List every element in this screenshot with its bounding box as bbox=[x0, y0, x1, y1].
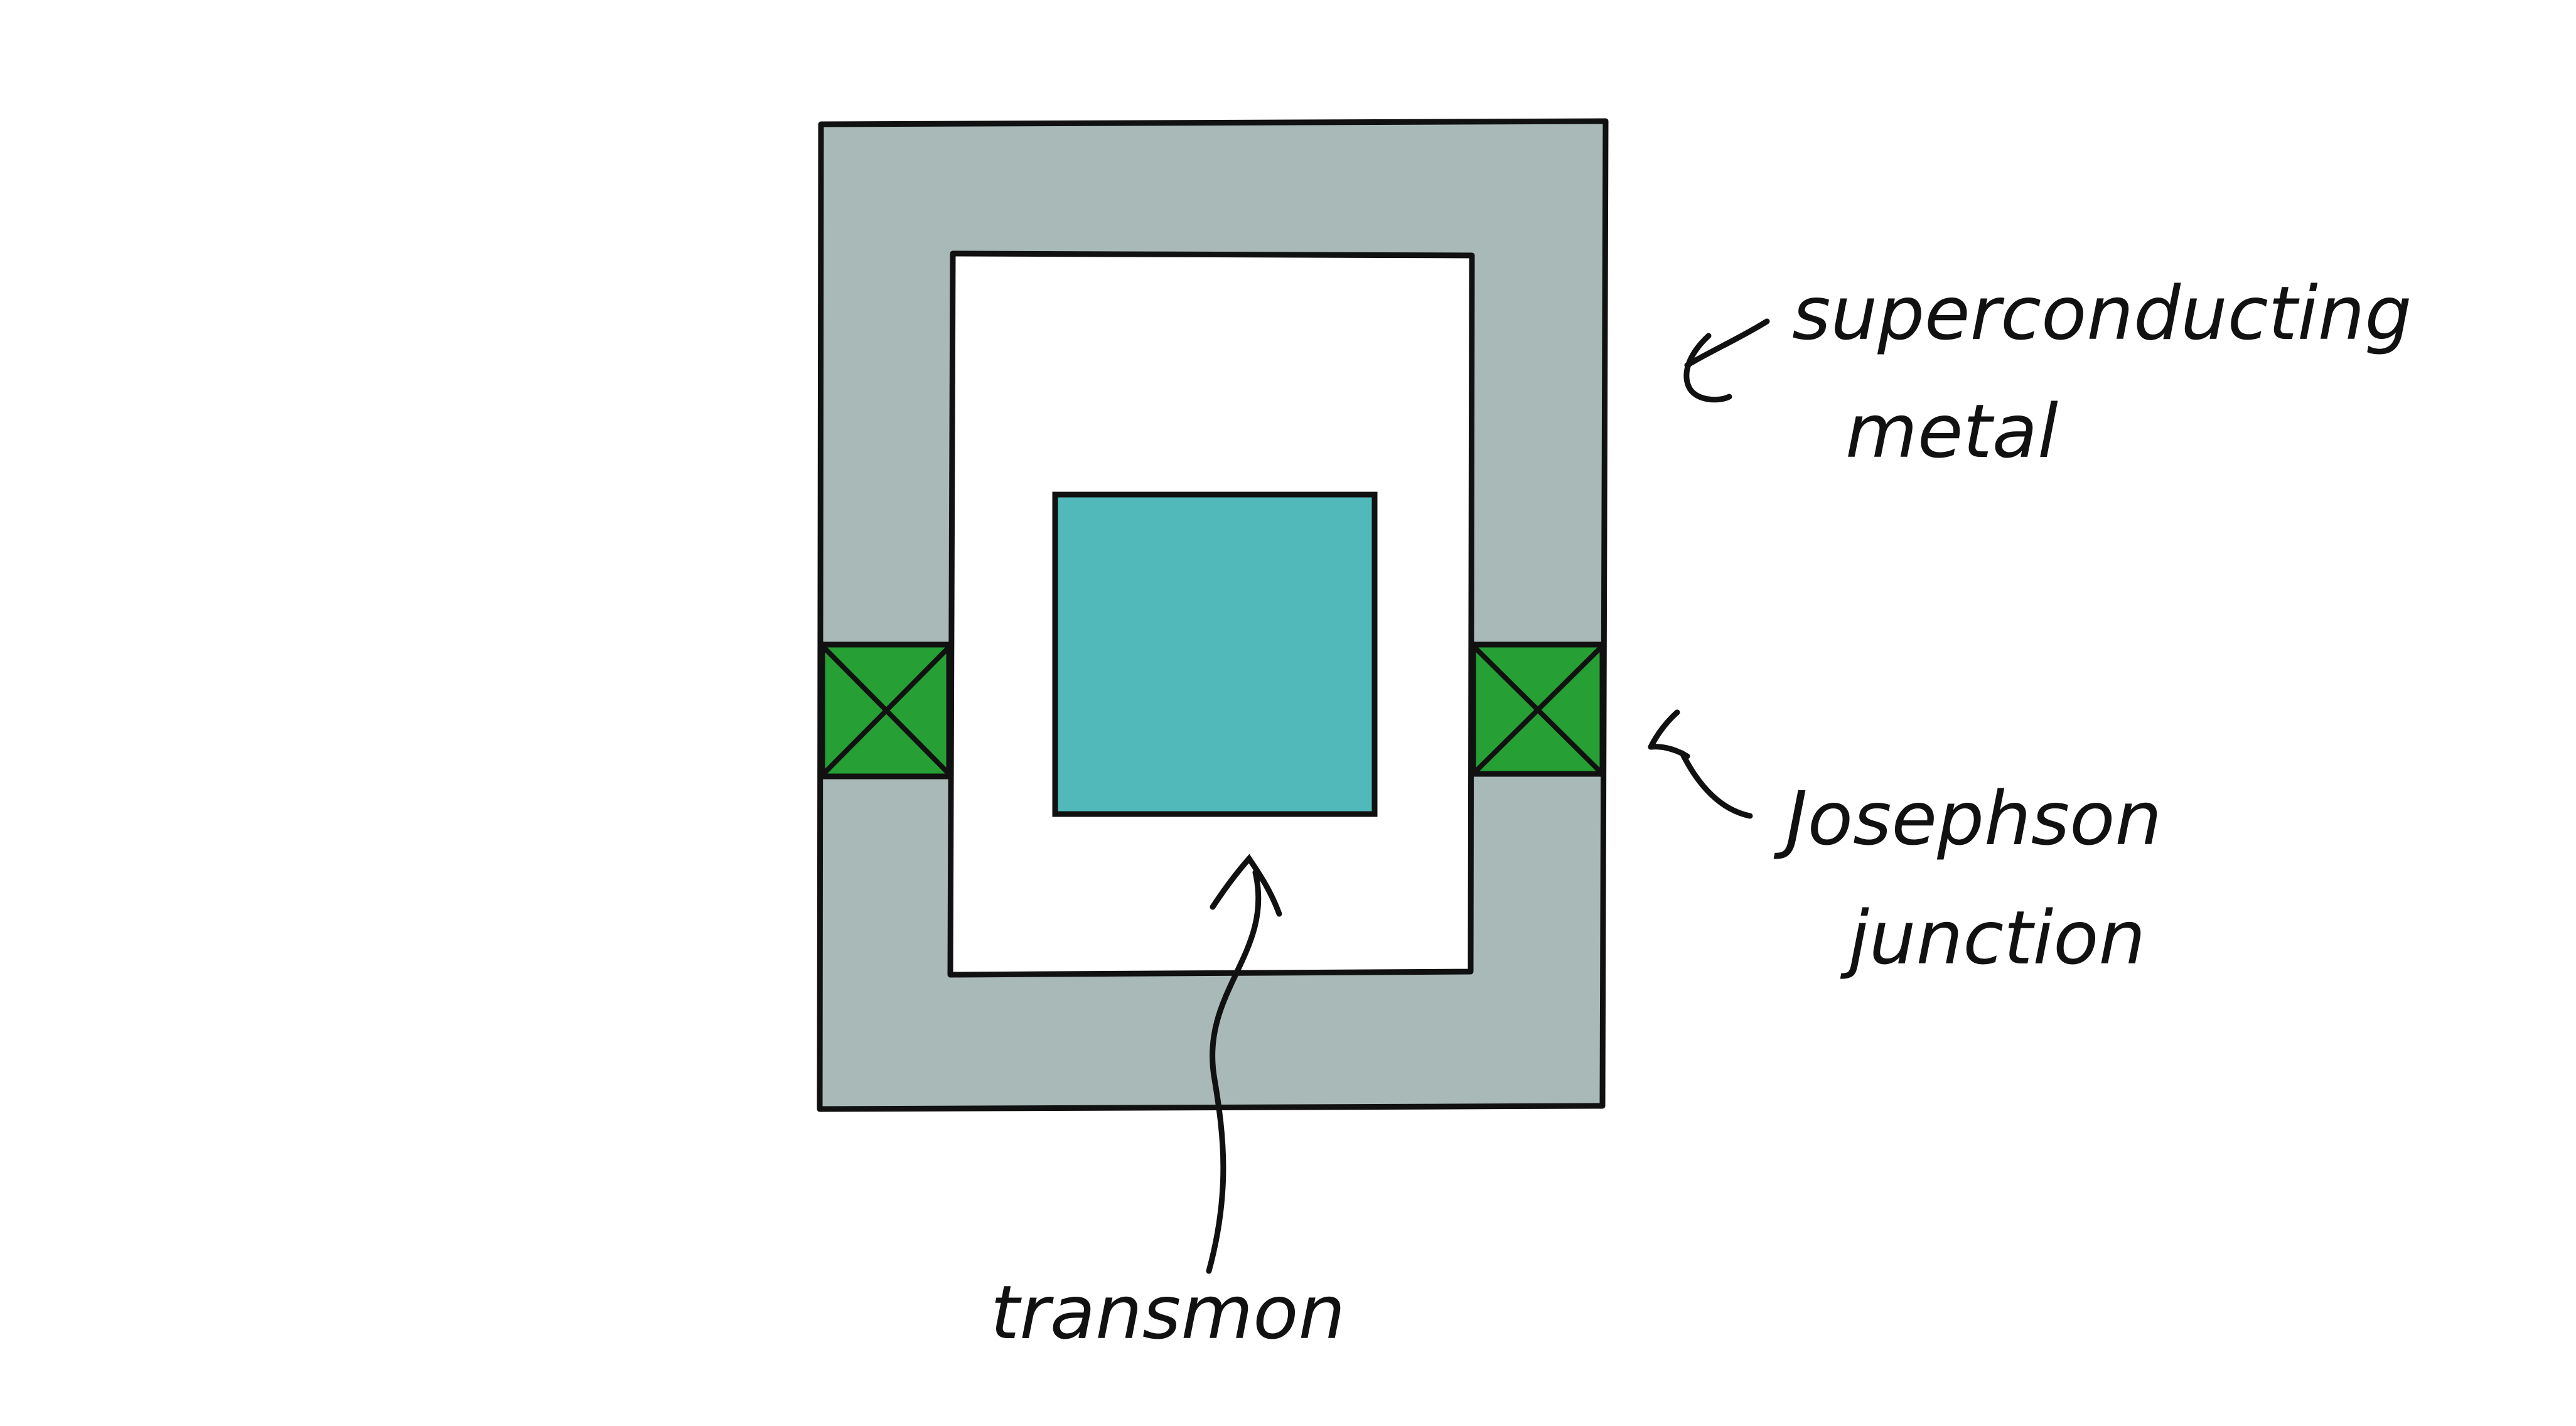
label-junction: junction bbox=[1840, 894, 2145, 981]
label-josephson: Josephson bbox=[1773, 775, 2162, 862]
josephson-junction-left bbox=[819, 641, 952, 780]
label-superconducting: superconducting bbox=[1792, 270, 2412, 356]
metal-arrow bbox=[1683, 318, 1770, 403]
transmon-island bbox=[1052, 491, 1378, 817]
label-transmon: transmon bbox=[990, 1269, 1345, 1356]
transmon-arrow bbox=[1206, 854, 1282, 1274]
josephson-junction-right bbox=[1470, 641, 1606, 777]
label-metal: metal bbox=[1845, 388, 2058, 474]
junction-arrow bbox=[1648, 709, 1753, 819]
